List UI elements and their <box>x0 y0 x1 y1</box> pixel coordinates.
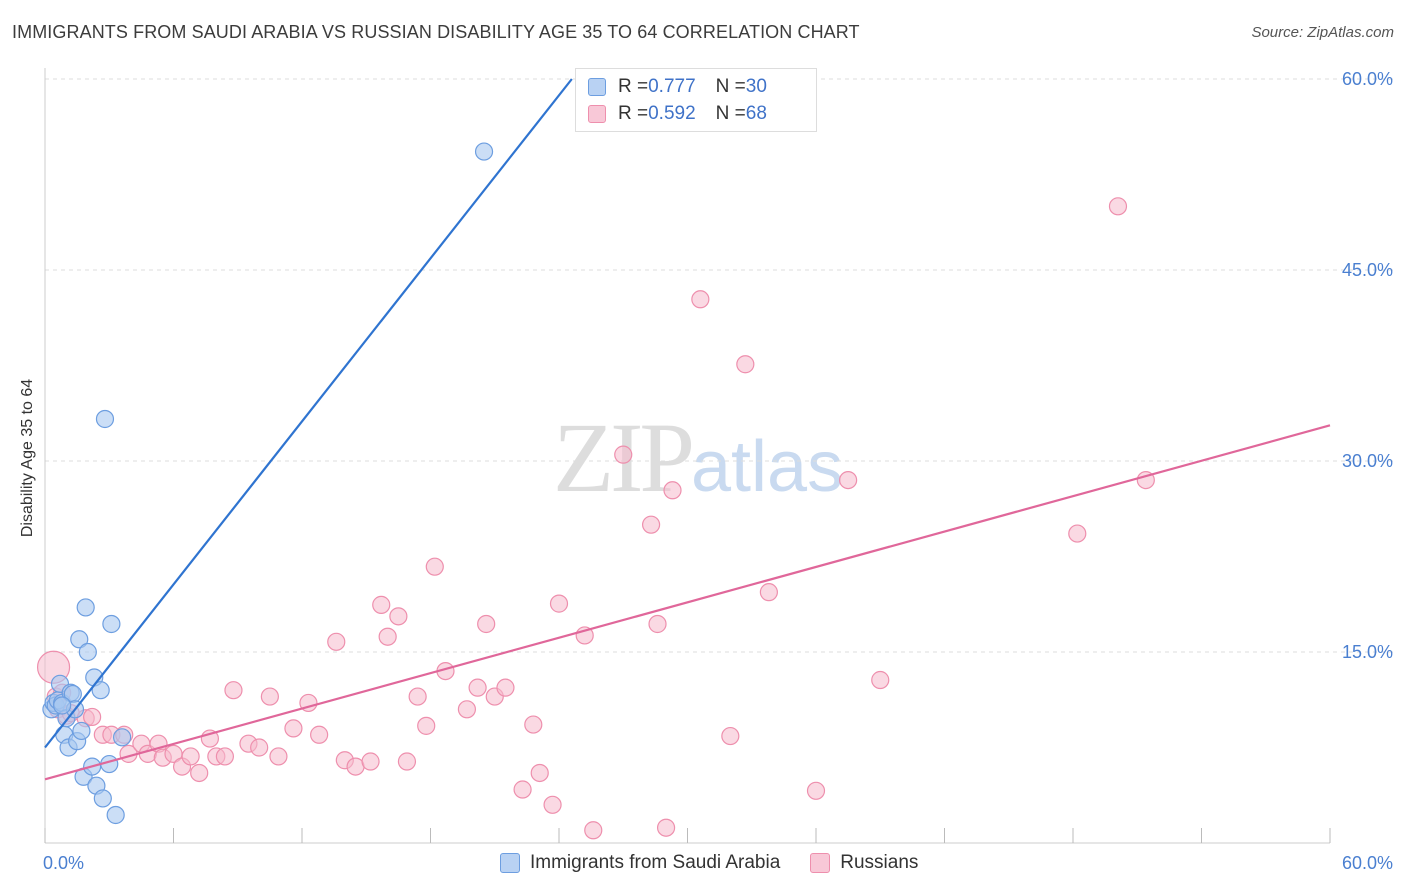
russians-point <box>584 821 603 840</box>
y-tick-labels: 15.0% 30.0% 45.0% 60.0% <box>1342 69 1393 662</box>
russians-point <box>181 747 200 766</box>
russians-point <box>839 471 858 490</box>
grid-lines <box>45 78 1395 653</box>
russians-point <box>1068 524 1087 543</box>
series-swatch-pink <box>810 853 831 873</box>
x-tick-label: 0.0% <box>43 853 84 873</box>
russians-point <box>378 627 397 646</box>
chart-title: IMMIGRANTS FROM SAUDI ARABIA VS RUSSIAN … <box>12 22 860 42</box>
russians-point <box>871 670 890 690</box>
russians-point <box>83 707 102 727</box>
y-tick-label: 15.0% <box>1342 642 1393 662</box>
russians-points <box>36 197 1155 840</box>
legend-r-value: 0.592 <box>648 103 696 124</box>
russians-point <box>524 715 543 734</box>
saudi-arabia-point <box>70 630 89 649</box>
russians-point <box>397 752 417 771</box>
series-label-saudi: Immigrants from Saudi Arabia <box>530 852 781 873</box>
x-tick-labels: 0.0% 60.0% <box>43 853 1393 873</box>
legend-swatch-pink <box>588 105 606 123</box>
russians-point <box>284 719 303 738</box>
source-label: Source: ZipAtlas.com <box>1251 24 1394 41</box>
russians-point <box>530 763 549 783</box>
saudi-arabia-point <box>53 696 72 715</box>
russians-point <box>736 355 755 374</box>
russians-trend-line <box>44 424 1331 781</box>
russians-point <box>648 614 667 634</box>
russians-point <box>372 595 391 614</box>
russians-point <box>806 781 826 800</box>
russians-point <box>389 607 408 626</box>
series-label-russians: Russians <box>840 852 919 873</box>
russians-point <box>1108 197 1128 216</box>
russians-point <box>759 583 778 602</box>
saudi-arabia-point <box>112 728 132 747</box>
russians-point <box>260 687 279 706</box>
saudi-arabia-point <box>78 642 97 662</box>
russians-point <box>457 700 477 719</box>
saudi-arabia-point <box>474 142 494 161</box>
watermark-atlas: atlas <box>691 427 844 507</box>
saudi-arabia-point <box>106 805 125 825</box>
russians-point <box>224 681 243 700</box>
russians-point <box>496 678 515 697</box>
y-tick-label: 45.0% <box>1342 260 1393 280</box>
legend-n-value: 30 <box>745 76 767 97</box>
russians-point <box>549 594 569 613</box>
saudi-arabia-point <box>76 598 95 617</box>
russians-point <box>663 481 682 500</box>
russians-point <box>310 725 329 744</box>
russians-point <box>190 763 209 783</box>
russians-point <box>721 726 740 746</box>
russians-point <box>269 747 288 766</box>
saudi-arabia-point <box>93 789 112 808</box>
russians-point <box>513 780 532 799</box>
legend-r-label: R = <box>618 103 649 124</box>
legend-swatch-blue <box>588 78 606 96</box>
russians-point <box>656 818 676 837</box>
x-tick-label: 60.0% <box>1342 853 1393 873</box>
trend-lines <box>44 78 1331 781</box>
series-legend: Immigrants from Saudi Arabia Russians <box>500 852 948 874</box>
series-swatch-blue <box>500 853 520 873</box>
legend-r-label: R = <box>618 76 649 97</box>
y-tick-label: 30.0% <box>1342 451 1393 471</box>
russians-point <box>417 716 436 735</box>
russians-point <box>477 614 496 634</box>
russians-point <box>614 445 633 464</box>
saudi-arabia-point <box>102 614 121 634</box>
legend-r-value: 0.777 <box>648 76 696 97</box>
saudi-arabia-trend-line <box>44 78 573 749</box>
russians-point <box>641 515 661 534</box>
russians-point <box>215 747 234 766</box>
y-tick-label: 60.0% <box>1342 69 1393 89</box>
saudi-arabia-point <box>91 681 110 700</box>
series-legend-saudi[interactable]: Immigrants from Saudi Arabia <box>500 852 780 874</box>
russians-point <box>691 290 710 309</box>
saudi-arabia-point <box>95 409 115 429</box>
russians-point <box>468 678 487 697</box>
russians-point <box>543 795 562 814</box>
legend-row-saudi: R = 0.777 N = 30 <box>588 75 767 99</box>
correlation-legend: R = 0.777 N = 30 R = 0.592 N = 68 <box>575 68 817 132</box>
russians-point <box>361 752 380 771</box>
legend-n-label: N = <box>715 76 746 97</box>
russians-point <box>408 687 427 706</box>
series-legend-russians[interactable]: Russians <box>810 852 918 874</box>
russians-point <box>327 632 346 651</box>
saudi-arabia-point <box>72 721 91 741</box>
russians-point <box>425 557 444 576</box>
legend-n-value: 68 <box>745 103 767 124</box>
legend-row-russians: R = 0.592 N = 68 <box>588 102 767 126</box>
russians-point <box>250 738 269 757</box>
legend-n-label: N = <box>715 103 746 124</box>
